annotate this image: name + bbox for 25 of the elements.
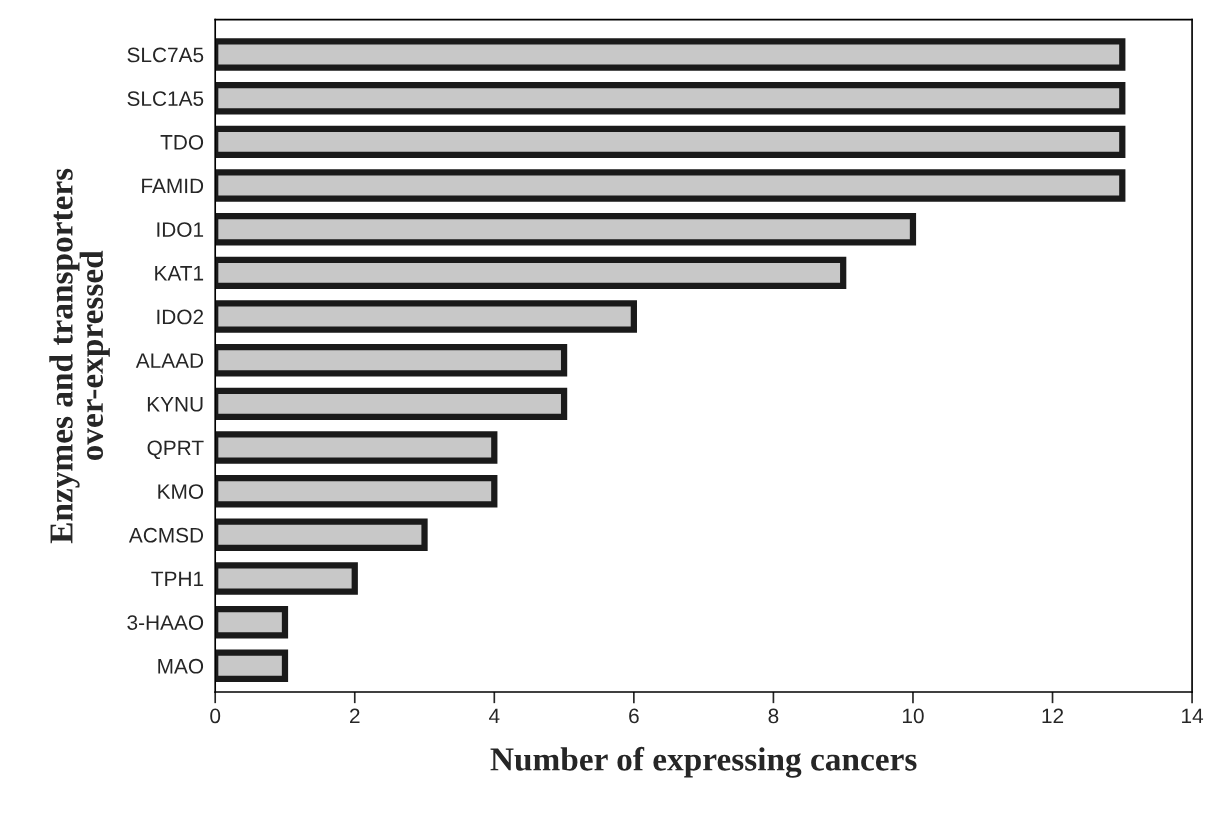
y-tick-label: FAMID bbox=[142, 178, 204, 194]
y-tick-label: KMO bbox=[158, 484, 204, 499]
x-tick-label: 6 bbox=[629, 708, 639, 724]
y-tick-label: SLC7A5 bbox=[127, 47, 204, 63]
y-tick-label: 3-HAAO bbox=[127, 615, 204, 630]
x-tick-label: 8 bbox=[768, 708, 779, 724]
x-tick-label: 10 bbox=[902, 708, 924, 724]
y-tick-label: TDO bbox=[160, 134, 204, 150]
y-tick-label: KYNU bbox=[147, 397, 203, 412]
x-axis-title: Number of expressing cancers bbox=[490, 746, 917, 778]
y-tick-label: SLC1A5 bbox=[127, 91, 204, 106]
y-tick-label: TPH1 bbox=[151, 571, 204, 587]
y-tick-label: MAO bbox=[158, 658, 204, 674]
y-tick-label: KAT1 bbox=[155, 266, 204, 281]
y-axis-title: Enzymes and transporters over-expressed bbox=[49, 168, 110, 544]
x-tick-label: 2 bbox=[350, 708, 360, 724]
x-tick-label: 14 bbox=[1182, 708, 1204, 724]
y-tick-label: QPRT bbox=[147, 440, 204, 459]
y-tick-label: ALAAD bbox=[135, 353, 204, 368]
x-tick-label: 0 bbox=[210, 708, 221, 724]
x-tick-label: 12 bbox=[1042, 708, 1064, 724]
x-tick-label: 4 bbox=[488, 708, 500, 724]
y-tick-label: IDO2 bbox=[157, 309, 204, 325]
y-tick-label: ACMSD bbox=[128, 527, 204, 543]
y-tick-label: IDO1 bbox=[157, 222, 204, 237]
